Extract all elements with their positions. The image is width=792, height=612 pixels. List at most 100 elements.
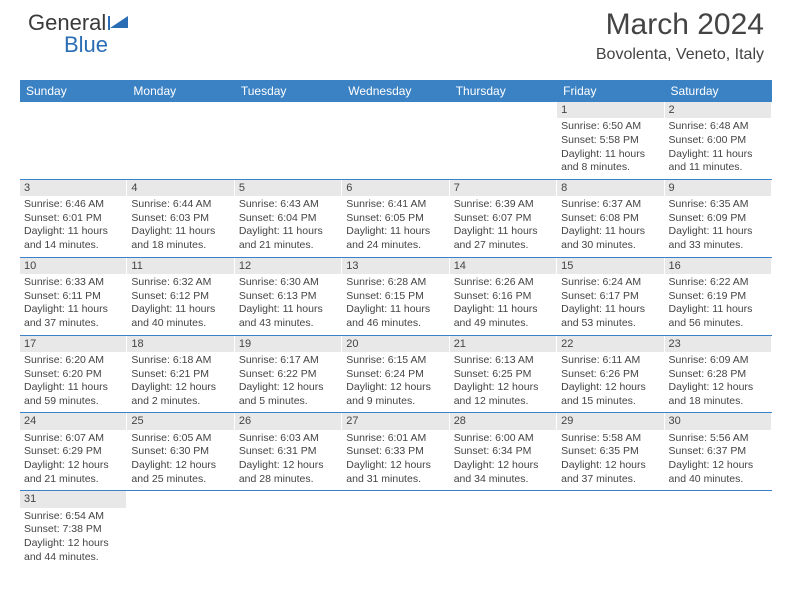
daylight-line: Daylight: 11 hours and 27 minutes. [454,225,538,251]
day-number: 7 [450,180,557,196]
logo-part2: Blue [64,32,108,58]
sunset-line: Sunset: 6:12 PM [131,290,209,302]
daylight-line: Daylight: 11 hours and 40 minutes. [131,303,215,329]
day-number: 17 [20,336,127,352]
sunset-line: Sunset: 6:03 PM [131,212,209,224]
calendar-cell: 13 Sunrise: 6:28 AMSunset: 6:15 PMDayligh… [342,258,449,335]
calendar-cell: 6 Sunrise: 6:41 AMSunset: 6:05 PMDaylight… [342,180,449,257]
day-number: 24 [20,413,127,429]
calendar-cell [450,491,557,568]
calendar-cell: 12Sunrise: 6:30 AMSunset: 6:13 PMDayligh… [235,258,342,335]
calendar-cell: 27Sunrise: 6:01 AMSunset: 6:33 PMDayligh… [342,413,449,490]
daylight-line: Daylight: 12 hours and 18 minutes. [669,381,754,407]
day-body: Sunrise: 6:44 AMSunset: 6:03 PMDaylight:… [127,198,234,257]
daylight-line: Daylight: 11 hours and 11 minutes. [669,148,753,174]
location: Bovolenta, Veneto, Italy [596,46,764,64]
calendar-cell [342,102,449,179]
calendar-cell: 8Sunrise: 6:37 AMSunset: 6:08 PMDaylight… [557,180,664,257]
daylight-line: Daylight: 12 hours and 28 minutes. [239,459,324,485]
daylight-line: Daylight: 12 hours and 21 minutes. [24,459,109,485]
day-body: Sunrise: 5:58 AMSunset: 6:35 PMDaylight:… [557,432,664,491]
sunrise-line: Sunrise: 6:11 AM [561,354,640,366]
sunset-line: Sunset: 6:08 PM [561,212,639,224]
day-number: 26 [235,413,342,429]
day-number: 18 [127,336,234,352]
day-number: 15 [557,258,664,274]
daylight-line: Daylight: 12 hours and 34 minutes. [454,459,539,485]
calendar-cell: 16Sunrise: 6:22 AMSunset: 6:19 PMDayligh… [665,258,772,335]
header: March 2024 Bovolenta, Veneto, Italy [596,8,764,64]
sunrise-line: Sunrise: 6:13 AM [454,354,534,366]
daylight-line: Daylight: 12 hours and 15 minutes. [561,381,646,407]
daylight-line: Daylight: 11 hours and 30 minutes. [561,225,645,251]
sunrise-line: Sunrise: 6:20 AM [24,354,104,366]
daylight-line: Daylight: 12 hours and 12 minutes. [454,381,539,407]
sunset-line: Sunset: 6:29 PM [24,445,102,457]
day-number: 22 [557,336,664,352]
day-body: Sunrise: 6:39 AM Sunset: 6:07 PMDaylight:… [450,198,557,257]
sunset-line: Sunset: 6:07 PM [454,212,532,224]
day-body: Sunrise: 6:41 AMSunset: 6:05 PMDaylight:… [342,198,449,257]
calendar-cell: 18Sunrise: 6:18 AMSunset: 6:21 PMDayligh… [127,336,234,413]
sunset-line: Sunset: 6:13 PM [239,290,317,302]
weekday-label: Wednesday [342,80,449,102]
sunset-line: Sunset: 6:09 PM [669,212,747,224]
calendar-cell: 14Sunrise: 6:26 AMSunset: 6:16 PMDayligh… [450,258,557,335]
calendar-cell: 10Sunrise: 6:33 AMSunset: 6:11 PMDayligh… [20,258,127,335]
calendar-cell: 28Sunrise: 6:00 AMSunset: 6:34 PMDayligh… [450,413,557,490]
day-number: 6 [342,180,449,196]
day-number: 9 [665,180,772,196]
calendar-cell: 20Sunrise: 6:15 AMSunset: 6:24 PMDayligh… [342,336,449,413]
day-number: 1 [557,102,664,118]
sunrise-line: Sunrise: 6:39 AM [454,198,534,210]
day-body: Sunrise: 6:03 AMSunset: 6:31 PMDaylight:… [235,432,342,491]
daylight-line: Daylight: 11 hours and 21 minutes. [239,225,323,251]
calendar-cell: 19Sunrise: 6:17 AMSunset: 6:22 PMDayligh… [235,336,342,413]
day-body: Sunrise: 6:32 AMSunset: 6:12 PMDaylight:… [127,276,234,335]
sunset-line: Sunset: 7:38 PM [24,523,102,535]
calendar-cell [235,102,342,179]
sunset-line: Sunset: 6:15 PM [346,290,424,302]
calendar-row: 3Sunrise: 6:46 AMSunset: 6:01 PMDaylight… [20,180,772,258]
calendar-cell: 30Sunrise: 5:56 AMSunset: 6:37 PMDayligh… [665,413,772,490]
sunset-line: Sunset: 6:05 PM [346,212,424,224]
weekday-label: Monday [127,80,234,102]
day-body: Sunrise: 6:09 AMSunset: 6:28 PMDaylight:… [665,354,772,413]
sunset-line: Sunset: 6:00 PM [669,134,747,146]
calendar: Sunday Monday Tuesday Wednesday Thursday… [20,80,772,568]
day-number: 23 [665,336,772,352]
calendar-cell: 3Sunrise: 6:46 AMSunset: 6:01 PMDaylight… [20,180,127,257]
day-body: Sunrise: 6:28 AMSunset: 6:15 PMDaylight:… [342,276,449,335]
day-number: 13 [342,258,449,274]
calendar-cell: 21Sunrise: 6:13 AMSunset: 6:25 PMDayligh… [450,336,557,413]
daylight-line: Daylight: 11 hours and 56 minutes. [669,303,753,329]
daylight-line: Daylight: 12 hours and 31 minutes. [346,459,431,485]
day-number: 16 [665,258,772,274]
day-number: 31 [20,491,127,507]
day-body: Sunrise: 6:13 AMSunset: 6:25 PMDaylight:… [450,354,557,413]
sunrise-line: Sunrise: 6:35 AM [669,198,749,210]
sunrise-line: Sunrise: 5:56 AM [669,432,749,444]
sunset-line: Sunset: 6:04 PM [239,212,317,224]
sunrise-line: Sunrise: 6:05 AM [131,432,211,444]
sunrise-line: Sunrise: 6:26 AM [454,276,534,288]
sunrise-line: Sunrise: 6:44 AM [131,198,211,210]
sunset-line: Sunset: 6:16 PM [454,290,532,302]
sunset-line: Sunset: 6:01 PM [24,212,102,224]
calendar-row: 24Sunrise: 6:07 AMSunset: 6:29 PMDayligh… [20,413,772,491]
daylight-line: Daylight: 12 hours and 2 minutes. [131,381,216,407]
calendar-cell: 2Sunrise: 6:48 AMSunset: 6:00 PMDaylight… [665,102,772,179]
day-number: 20 [342,336,449,352]
sunrise-line: Sunrise: 6:50 AM [561,120,641,132]
sunrise-line: Sunrise: 6:09 AM [669,354,749,366]
daylight-line: Daylight: 12 hours and 25 minutes. [131,459,216,485]
calendar-row: 31Sunrise: 6:54 AMSunset: 7:38 PMDayligh… [20,491,772,568]
calendar-cell [342,491,449,568]
day-number: 25 [127,413,234,429]
calendar-cell: 7 Sunrise: 6:39 AM Sunset: 6:07 PMDaylight… [450,180,557,257]
sunset-line: Sunset: 6:33 PM [346,445,424,457]
day-body: Sunrise: 6:50 AMSunset: 5:58 PMDaylight:… [557,120,664,179]
logo-flag-icon [108,14,132,32]
daylight-line: Daylight: 11 hours and 59 minutes. [24,381,108,407]
day-number: 12 [235,258,342,274]
